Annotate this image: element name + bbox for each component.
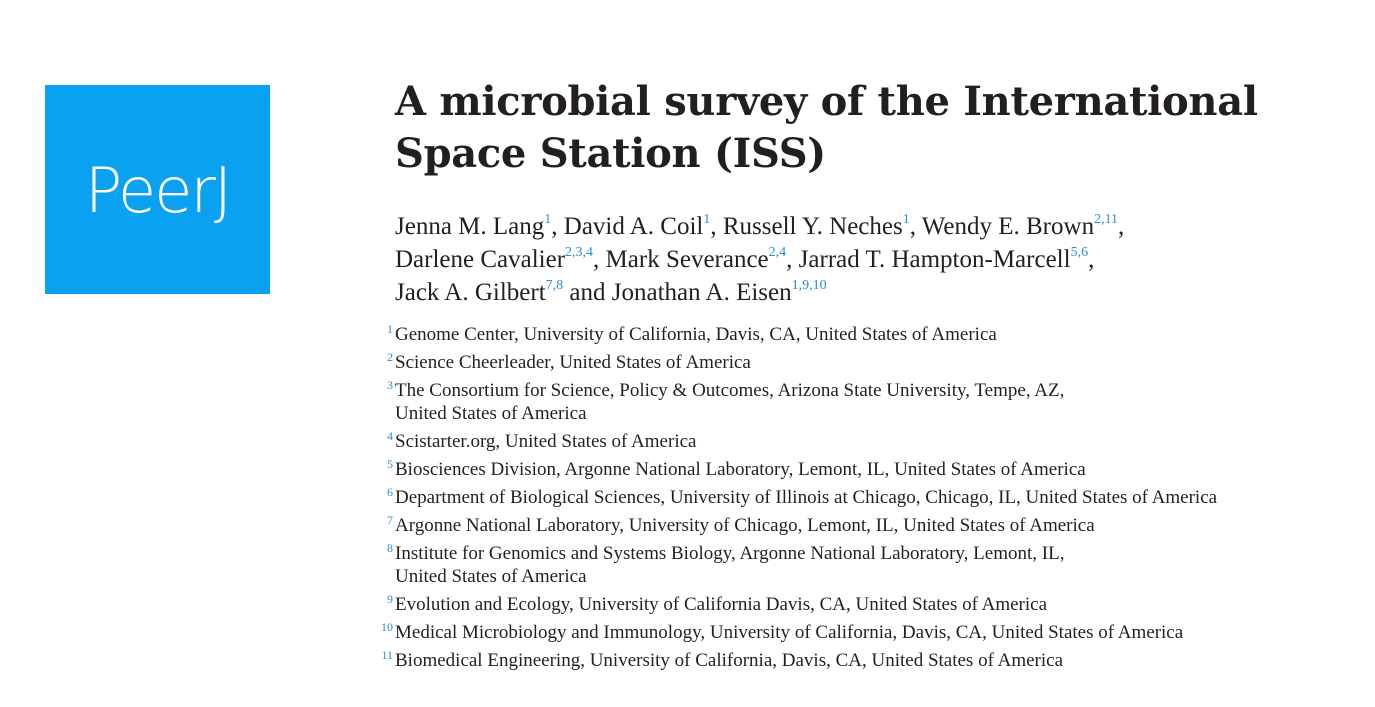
- author: Wendy E. Brown2,11: [921, 212, 1119, 241]
- author-affiliation-ref: 2,11: [1094, 212, 1119, 227]
- author: Jarrad T. Hampton-Marcell5,6: [798, 245, 1089, 274]
- author: Russell Y. Neches1: [722, 212, 910, 241]
- title-line-1: A microbial survey of the International: [395, 78, 1258, 125]
- article-header: A microbial survey of the International …: [381, 76, 1355, 691]
- affiliation-number: 8: [387, 541, 393, 555]
- affiliation-item: 11 Biomedical Engineering, University of …: [377, 648, 1355, 672]
- author-affiliation-ref: 1: [544, 212, 552, 227]
- affiliation-number: 1: [387, 322, 393, 336]
- affiliation-item: 2 Science Cheerleader, United States of A…: [377, 350, 1355, 374]
- affiliation-number: 2: [387, 350, 393, 364]
- affiliation-item: 5 Biosciences Division, Argonne National …: [377, 457, 1355, 481]
- author: Jenna M. Lang1: [395, 212, 552, 241]
- affiliation-number: 11: [381, 648, 393, 662]
- affiliation-list: 1 Genome Center, University of California…: [377, 322, 1355, 672]
- author-affiliation-ref: 2,4: [768, 245, 787, 260]
- author: Jonathan A. Eisen1,9,10: [611, 278, 827, 307]
- affiliation-item: 7 Argonne National Laboratory, University…: [377, 513, 1355, 537]
- author: Jack A. Gilbert7,8: [395, 278, 564, 307]
- affiliation-item: 4 Scistarter.org, United States of Americ…: [377, 429, 1355, 453]
- affiliation-number: 4: [387, 429, 393, 443]
- affiliation-number: 5: [387, 457, 393, 471]
- affiliation-number: 9: [387, 592, 393, 606]
- author: Mark Severance2,4: [605, 245, 787, 274]
- author-list: Jenna M. Lang1, David A. Coil1, Russell …: [395, 212, 1125, 307]
- author-affiliation-ref: 1,9,10: [791, 278, 827, 293]
- affiliation-number: 3: [387, 378, 393, 392]
- affiliation-number: 10: [381, 620, 393, 634]
- peerj-logo: PeerJ: [45, 85, 270, 294]
- author-affiliation-ref: 1: [703, 212, 711, 227]
- author-affiliation-ref: 7,8: [545, 278, 564, 293]
- affiliation-number: 6: [387, 485, 393, 499]
- author-affiliation-ref: 1: [902, 212, 910, 227]
- title-line-2: Space Station (ISS): [395, 130, 826, 177]
- author-affiliation-ref: 5,6: [1070, 245, 1089, 260]
- affiliation-item: 10 Medical Microbiology and Immunology, U…: [377, 620, 1355, 644]
- affiliation-item: 8 Institute for Genomics and Systems Biol…: [377, 541, 1355, 588]
- author: Darlene Cavalier2,3,4: [395, 245, 594, 274]
- logo-text: PeerJ: [84, 153, 232, 227]
- article-title: A microbial survey of the International …: [395, 76, 1355, 180]
- affiliation-item: 9 Evolution and Ecology, University of Ca…: [377, 592, 1355, 616]
- author: David A. Coil1: [563, 212, 711, 241]
- affiliation-item: 3 The Consortium for Science, Policy & Ou…: [377, 378, 1355, 425]
- affiliation-item: 6 Department of Biological Sciences, Univ…: [377, 485, 1355, 509]
- author-affiliation-ref: 2,3,4: [565, 245, 594, 260]
- affiliation-item: 1 Genome Center, University of California…: [377, 322, 1355, 346]
- affiliation-number: 7: [387, 513, 393, 527]
